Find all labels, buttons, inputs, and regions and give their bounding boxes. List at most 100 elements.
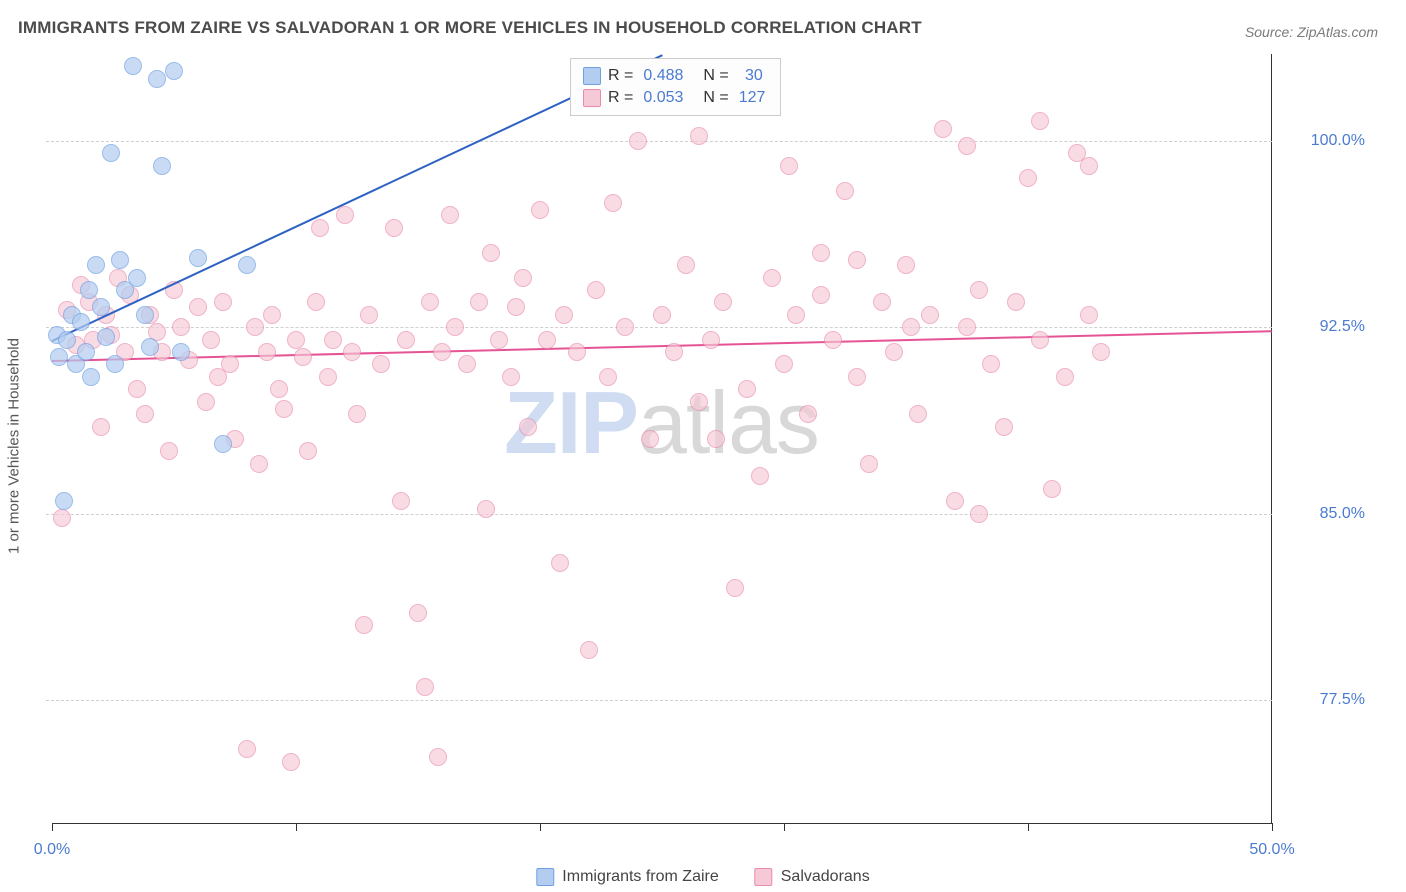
scatter-point xyxy=(502,368,520,386)
y-tick-label: 92.5% xyxy=(1285,318,1365,336)
n-label: N = xyxy=(703,89,728,107)
y-tick-label: 85.0% xyxy=(1285,505,1365,523)
y-tick-label: 77.5% xyxy=(1285,691,1365,709)
scatter-point xyxy=(136,306,154,324)
stat-legend-row: R = 0.053 N = 127 xyxy=(583,87,768,109)
scatter-point xyxy=(629,132,647,150)
scatter-point xyxy=(153,157,171,175)
scatter-point xyxy=(995,418,1013,436)
scatter-point xyxy=(1007,293,1025,311)
scatter-point xyxy=(385,219,403,237)
scatter-point xyxy=(946,492,964,510)
scatter-point xyxy=(738,380,756,398)
scatter-point xyxy=(287,331,305,349)
scatter-point xyxy=(141,338,159,356)
scatter-point xyxy=(1019,169,1037,187)
scatter-point xyxy=(50,348,68,366)
legend-item: Salvadorans xyxy=(755,868,870,886)
scatter-point xyxy=(324,331,342,349)
scatter-point xyxy=(72,313,90,331)
scatter-point xyxy=(97,328,115,346)
scatter-point xyxy=(885,343,903,361)
scatter-point xyxy=(202,331,220,349)
scatter-point xyxy=(172,343,190,361)
scatter-point xyxy=(860,455,878,473)
scatter-point xyxy=(568,343,586,361)
x-tick xyxy=(52,823,53,831)
scatter-point xyxy=(665,343,683,361)
scatter-point xyxy=(726,579,744,597)
r-value: 0.053 xyxy=(640,89,686,107)
scatter-point xyxy=(55,492,73,510)
scatter-point xyxy=(812,244,830,262)
scatter-point xyxy=(470,293,488,311)
scatter-point xyxy=(677,256,695,274)
scatter-point xyxy=(446,318,464,336)
scatter-point xyxy=(238,256,256,274)
scatter-point xyxy=(1043,480,1061,498)
scatter-point xyxy=(360,306,378,324)
watermark-thin: atlas xyxy=(638,373,819,472)
scatter-point xyxy=(355,616,373,634)
scatter-point xyxy=(787,306,805,324)
scatter-point xyxy=(275,400,293,418)
scatter-point xyxy=(848,368,866,386)
scatter-point xyxy=(441,206,459,224)
scatter-point xyxy=(836,182,854,200)
scatter-point xyxy=(641,430,659,448)
scatter-point xyxy=(311,219,329,237)
scatter-point xyxy=(246,318,264,336)
scatter-point xyxy=(587,281,605,299)
scatter-point xyxy=(902,318,920,336)
scatter-plot-area: ZIPatlas 77.5%85.0%92.5%100.0%0.0%50.0% xyxy=(52,54,1272,824)
scatter-point xyxy=(538,331,556,349)
source-attribution: Source: ZipAtlas.com xyxy=(1245,24,1378,40)
legend-label: Salvadorans xyxy=(781,868,870,886)
stat-legend: R = 0.488 N = 30 R = 0.053 N = 127 xyxy=(570,58,781,116)
swatch-icon xyxy=(536,868,554,886)
scatter-point xyxy=(1031,112,1049,130)
scatter-point xyxy=(189,249,207,267)
scatter-point xyxy=(87,256,105,274)
scatter-point xyxy=(848,251,866,269)
n-value: 30 xyxy=(736,67,766,85)
scatter-point xyxy=(909,405,927,423)
scatter-point xyxy=(873,293,891,311)
scatter-point xyxy=(294,348,312,366)
r-label: R = xyxy=(608,89,633,107)
scatter-point xyxy=(343,343,361,361)
scatter-point xyxy=(714,293,732,311)
scatter-point xyxy=(921,306,939,324)
scatter-point xyxy=(429,748,447,766)
scatter-point xyxy=(77,343,95,361)
scatter-point xyxy=(128,380,146,398)
grid-line xyxy=(46,327,1272,328)
chart-title: IMMIGRANTS FROM ZAIRE VS SALVADORAN 1 OR… xyxy=(18,18,922,38)
scatter-point xyxy=(102,144,120,162)
scatter-point xyxy=(392,492,410,510)
scatter-point xyxy=(551,554,569,572)
scatter-point xyxy=(604,194,622,212)
x-tick xyxy=(540,823,541,831)
swatch-icon xyxy=(583,67,601,85)
scatter-point xyxy=(319,368,337,386)
scatter-point xyxy=(1080,157,1098,175)
n-label: N = xyxy=(703,67,728,85)
scatter-point xyxy=(702,331,720,349)
y-tick-label: 100.0% xyxy=(1285,132,1365,150)
scatter-point xyxy=(780,157,798,175)
scatter-point xyxy=(165,62,183,80)
scatter-point xyxy=(433,343,451,361)
scatter-point xyxy=(92,418,110,436)
scatter-point xyxy=(897,256,915,274)
x-tick xyxy=(1272,823,1273,831)
scatter-point xyxy=(128,269,146,287)
stat-legend-row: R = 0.488 N = 30 xyxy=(583,65,768,87)
scatter-point xyxy=(970,281,988,299)
scatter-point xyxy=(482,244,500,262)
r-value: 0.488 xyxy=(640,67,686,85)
scatter-point xyxy=(531,201,549,219)
scatter-point xyxy=(80,281,98,299)
scatter-point xyxy=(1080,306,1098,324)
scatter-point xyxy=(982,355,1000,373)
